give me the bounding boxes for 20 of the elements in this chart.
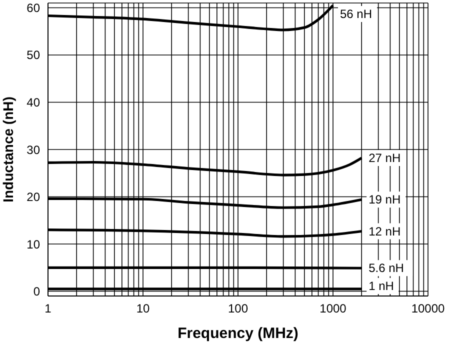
x-tick-label: 1000 <box>320 302 347 316</box>
series-label: 27 nH <box>368 151 401 166</box>
series-label: 12 nH <box>368 224 401 238</box>
series-label: 19 nH <box>368 192 401 207</box>
x-tick-label: 100 <box>228 302 248 316</box>
y-axis-title: Inductance (nH) <box>0 96 16 202</box>
y-tick-label: 0 <box>33 284 40 299</box>
y-tick-label: 30 <box>26 142 40 157</box>
x-tick-label: 10000 <box>411 302 446 316</box>
y-tick-label: 20 <box>26 190 40 204</box>
x-tick-label: 10 <box>136 302 150 316</box>
y-tick-label: 40 <box>26 96 40 110</box>
x-axis-title: Frequency (MHz) <box>178 325 298 342</box>
y-tick-label: 60 <box>26 0 40 15</box>
x-tick-label: 1 <box>44 302 52 316</box>
y-tick-label: 50 <box>26 48 40 62</box>
series-label: 56 nH <box>340 7 372 21</box>
series-label: 5.6 nH <box>368 261 404 276</box>
series-label: 1 nH <box>368 279 394 293</box>
y-tick-label: 10 <box>26 237 40 252</box>
